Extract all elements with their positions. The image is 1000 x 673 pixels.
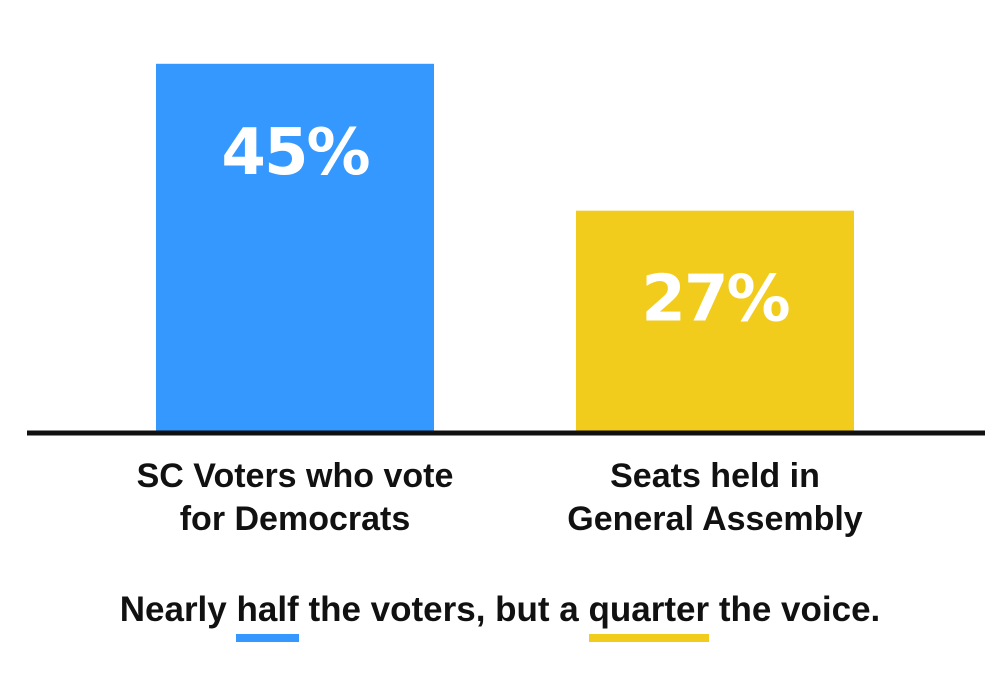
caption-part-2: the voters, but a [298, 590, 589, 629]
bars-group: 45% 27% [156, 63, 854, 432]
category-label-assembly-line-2: General Assembly [567, 500, 863, 538]
category-label-assembly-line-1: Seats held in [610, 457, 820, 495]
chart-caption: Nearly half the voters, but a quarter th… [0, 590, 1000, 642]
caption-part-1: Nearly [119, 590, 237, 629]
bar-democrats [156, 63, 434, 432]
bar-assembly [576, 210, 854, 431]
bar-value-label-democrats: 45% [221, 116, 369, 190]
caption-highlight-half: half [236, 590, 299, 642]
bar-value-label-assembly: 27% [641, 263, 789, 337]
category-label-democrats-line-1: SC Voters who vote [137, 457, 454, 495]
category-labels-group: SC Voters who vote for Democrats Seats hel… [137, 457, 863, 538]
category-label-democrats-line-2: for Democrats [180, 500, 411, 538]
caption-part-3: the voice. [709, 590, 881, 629]
caption-highlight-quarter: quarter [588, 590, 710, 642]
